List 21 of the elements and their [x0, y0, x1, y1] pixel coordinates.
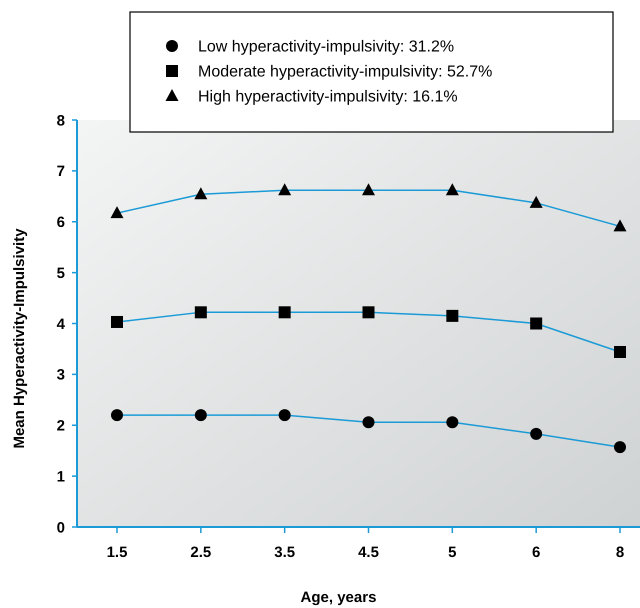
y-tick-label: 3 [56, 366, 65, 384]
legend-label: High hyperactivity-impulsivity: 16.1% [198, 88, 458, 106]
y-axis-title: Mean Hyperactivity-Impulsivity [11, 228, 28, 449]
x-tick-label: 6 [532, 544, 540, 561]
x-tick-label: 2.5 [190, 544, 212, 561]
y-tick-label: 8 [56, 112, 65, 130]
x-tick-label: 1.5 [106, 544, 128, 561]
y-tick-label: 4 [56, 316, 66, 333]
y-tick-label: 6 [56, 214, 65, 231]
x-tick-label: 3.5 [274, 544, 296, 561]
y-tick-label: 2 [56, 418, 65, 434]
y-tick-label: 7 [56, 163, 65, 180]
x-axis-title: Age, years [300, 589, 376, 606]
legend-label: Moderate hyperactivity-impulsivity: 52.7% [198, 64, 492, 81]
legend-label: Low hyperactivity-impulsivity: 31.2% [198, 38, 454, 56]
y-tick-label: 5 [56, 264, 65, 282]
x-tick-label: 8 [616, 544, 624, 561]
y-tick-label: 0 [56, 519, 65, 536]
y-tick-label: 1 [56, 468, 65, 486]
x-tick-label: 4.5 [358, 544, 379, 561]
x-tick-label: 5 [448, 544, 457, 561]
